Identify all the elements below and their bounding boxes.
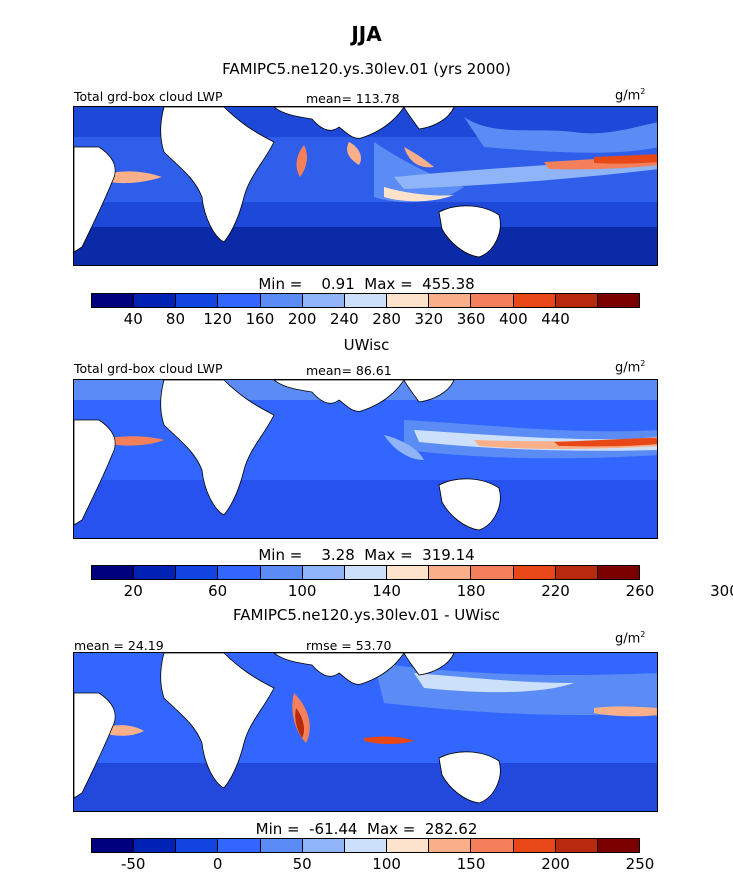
panel2-variable-label: Total grd-box cloud LWP	[74, 361, 223, 376]
colorbar-swatch	[471, 294, 514, 307]
panel1-variable-label: Total grd-box cloud LWP	[74, 89, 223, 104]
panel3-colorbar-ticks: -50 0 50 100 150 200 250	[91, 855, 654, 873]
colorbar-swatch	[92, 839, 135, 852]
colorbar-swatch	[555, 294, 598, 307]
colorbar-swatch	[218, 839, 261, 852]
colorbar-swatch	[597, 839, 640, 852]
panel3-units: g/m2	[615, 630, 646, 647]
colorbar-swatch	[387, 294, 430, 307]
colorbar-swatch	[302, 294, 345, 307]
colorbar-swatch	[387, 566, 430, 579]
colorbar-swatch	[92, 294, 135, 307]
colorbar-tick-label: 100	[372, 855, 401, 873]
panel2-mean-label: mean= 86.61	[306, 363, 392, 378]
colorbar-swatch	[471, 566, 514, 579]
colorbar-swatch	[429, 839, 472, 852]
colorbar-tick-label: 260	[625, 582, 655, 600]
panel2-minmax: Min = 3.28 Max = 319.14	[258, 546, 475, 564]
panel1-colorbar	[91, 293, 640, 308]
colorbar-swatch	[597, 294, 640, 307]
colorbar-swatch	[344, 294, 388, 307]
panel3-minmax: Min = -61.44 Max = 282.62	[255, 820, 478, 838]
colorbar-tick-label: 120	[203, 310, 233, 328]
colorbar-swatch	[176, 839, 219, 852]
colorbar-swatch	[134, 839, 177, 852]
colorbar-swatch	[513, 839, 556, 852]
colorbar-swatch	[260, 294, 303, 307]
colorbar-tick-label: 150	[456, 855, 486, 873]
colorbar-swatch	[134, 566, 177, 579]
colorbar-tick-label: 200	[541, 855, 570, 873]
colorbar-swatch	[218, 566, 261, 579]
panel1-map	[73, 106, 658, 266]
panel3-map	[73, 652, 658, 812]
colorbar-swatch	[555, 839, 598, 852]
colorbar-tick-label: 50	[292, 855, 312, 873]
colorbar-swatch	[429, 294, 472, 307]
colorbar-tick-label: 320	[414, 310, 444, 328]
panel2-title: UWisc	[343, 336, 390, 354]
colorbar-swatch	[302, 839, 345, 852]
colorbar-tick-label: -50	[120, 855, 146, 873]
panel1-title: FAMIPC5.ne120.ys.30lev.01 (yrs 2000)	[222, 60, 511, 78]
colorbar-tick-label: 60	[208, 582, 228, 600]
colorbar-tick-label: 440	[541, 310, 570, 328]
panel1-minmax: Min = 0.91 Max = 455.38	[258, 275, 475, 293]
colorbar-tick-label: 160	[245, 310, 275, 328]
colorbar-swatch	[302, 566, 345, 579]
colorbar-swatch	[134, 294, 177, 307]
colorbar-tick-label: 220	[541, 582, 570, 600]
colorbar-swatch	[260, 566, 303, 579]
panel3-title: FAMIPC5.ne120.ys.30lev.01 - UWisc	[232, 606, 500, 624]
colorbar-swatch	[344, 839, 388, 852]
panel1-units: g/m2	[615, 87, 646, 104]
colorbar-swatch	[555, 566, 598, 579]
colorbar-tick-label: 400	[498, 310, 528, 328]
colorbar-swatch	[513, 294, 556, 307]
panel2-units: g/m2	[615, 359, 646, 376]
colorbar-swatch	[597, 566, 640, 579]
panel1-colorbar-ticks: 40 80 120 160 200 240 280 320 360 400 440	[91, 310, 640, 328]
colorbar-swatch	[387, 839, 430, 852]
colorbar-swatch	[260, 839, 303, 852]
colorbar-tick-label: 20	[123, 582, 143, 600]
panel3-mean-label: mean = 24.19	[74, 638, 164, 653]
colorbar-swatch	[471, 839, 514, 852]
colorbar-tick-label: 300	[710, 582, 733, 600]
colorbar-swatch	[429, 566, 472, 579]
panel2-colorbar-ticks: 20 60 100 140 180 220 260 300	[91, 582, 733, 600]
colorbar-swatch	[218, 294, 261, 307]
colorbar-swatch	[92, 566, 135, 579]
panel2-map	[73, 379, 658, 539]
colorbar-tick-label: 40	[123, 310, 143, 328]
colorbar-swatch	[176, 566, 219, 579]
colorbar-tick-label: 140	[372, 582, 401, 600]
colorbar-tick-label: 0	[212, 855, 223, 873]
colorbar-swatch	[344, 566, 388, 579]
colorbar-tick-label: 180	[456, 582, 486, 600]
panel2-colorbar	[91, 565, 640, 580]
panel3-colorbar	[91, 838, 640, 853]
colorbar-tick-label: 280	[372, 310, 401, 328]
season-title: JJA	[351, 22, 382, 46]
colorbar-tick-label: 80	[165, 310, 185, 328]
colorbar-swatch	[176, 294, 219, 307]
colorbar-swatch	[513, 566, 556, 579]
colorbar-tick-label: 250	[625, 855, 655, 873]
colorbar-tick-label: 100	[287, 582, 317, 600]
panel1-mean-label: mean= 113.78	[306, 91, 400, 106]
colorbar-tick-label: 360	[456, 310, 486, 328]
colorbar-tick-label: 200	[287, 310, 317, 328]
panel3-rmse-label: rmse = 53.70	[306, 638, 392, 653]
colorbar-tick-label: 240	[330, 310, 359, 328]
